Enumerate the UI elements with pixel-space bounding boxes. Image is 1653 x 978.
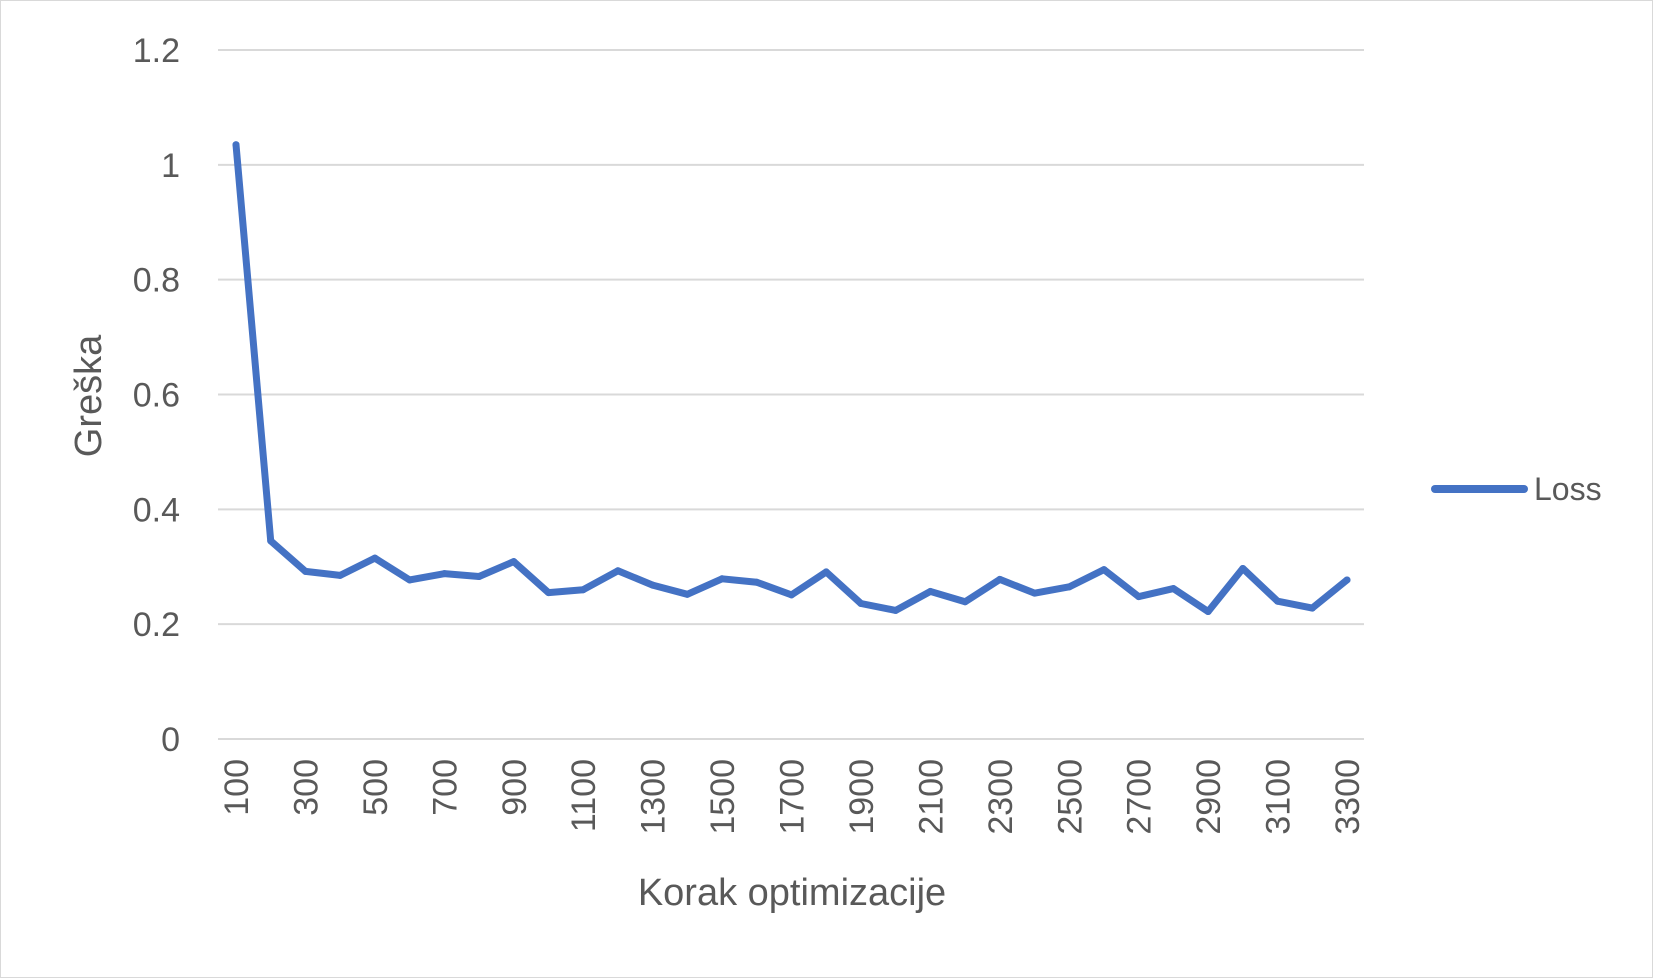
x-tick-label: 2700 <box>1121 759 1159 835</box>
legend: Loss <box>1431 471 1602 507</box>
y-tick-label: 0.4 <box>133 491 180 529</box>
data-point <box>1204 608 1212 616</box>
x-axis-ticks: 100 300 500 700 900 1100 1300 1500 1700 1900 2100 2… <box>218 759 1367 835</box>
data-point <box>544 589 552 597</box>
data-point <box>822 568 830 576</box>
data-point <box>614 567 622 575</box>
y-tick-label: 1 <box>161 147 180 185</box>
x-tick-label: 500 <box>357 759 395 816</box>
y-tick-label: 0 <box>161 721 180 759</box>
x-tick-label: 1300 <box>635 759 673 835</box>
y-tick-label: 0.6 <box>133 377 180 415</box>
data-point <box>1100 566 1108 574</box>
data-point <box>788 591 795 599</box>
x-tick-label: 900 <box>496 759 534 816</box>
data-point <box>753 578 761 586</box>
x-axis-title: Korak optimizacije <box>638 872 946 914</box>
x-tick-label: 1100 <box>565 759 603 832</box>
series-line-loss <box>232 141 1351 616</box>
data-point <box>232 141 240 149</box>
x-tick-label: 1900 <box>843 759 881 835</box>
data-point <box>1239 564 1247 572</box>
data-point <box>1343 576 1351 584</box>
y-tick-label: 1.2 <box>133 32 180 70</box>
data-point <box>926 587 934 595</box>
x-tick-label: 2100 <box>912 759 950 835</box>
data-point <box>649 581 657 589</box>
data-point <box>1135 593 1143 601</box>
data-point <box>1274 597 1282 605</box>
data-point <box>996 575 1004 583</box>
data-point <box>475 573 483 581</box>
x-tick-label: 3300 <box>1329 759 1367 835</box>
data-point <box>267 537 275 545</box>
gridlines <box>218 49 1364 740</box>
x-tick-label: 2300 <box>982 759 1020 835</box>
data-point <box>371 554 379 562</box>
series-layer <box>232 141 1351 616</box>
y-tick-label: 0.8 <box>133 262 180 300</box>
y-tick-label: 0.2 <box>133 606 180 644</box>
x-tick-label: 2500 <box>1051 759 1089 835</box>
data-point <box>1308 604 1316 612</box>
x-tick-label: 700 <box>426 759 464 816</box>
x-tick-label: 2900 <box>1190 759 1228 835</box>
data-point <box>1031 589 1039 597</box>
x-tick-label: 300 <box>287 759 325 816</box>
data-point <box>1169 585 1177 593</box>
x-tick-label: 1500 <box>704 759 742 835</box>
data-point <box>301 567 309 575</box>
data-point <box>510 558 518 566</box>
x-tick-label: 100 <box>218 759 256 816</box>
legend-label-loss: Loss <box>1534 471 1602 507</box>
data-point <box>579 586 587 594</box>
x-tick-label: 3100 <box>1260 759 1298 835</box>
data-point <box>406 576 414 584</box>
data-point <box>1065 583 1073 591</box>
data-point <box>336 571 344 579</box>
data-point <box>440 570 448 578</box>
data-point <box>892 606 900 614</box>
data-point <box>961 598 969 606</box>
x-tick-label: 1700 <box>774 759 812 835</box>
data-point <box>683 590 691 598</box>
data-point <box>718 575 726 583</box>
y-axis-ticks: 0 0.2 0.4 0.6 0.8 1 1.2 <box>133 32 180 759</box>
y-axis-title: Greška <box>68 334 110 457</box>
data-point <box>857 599 865 607</box>
